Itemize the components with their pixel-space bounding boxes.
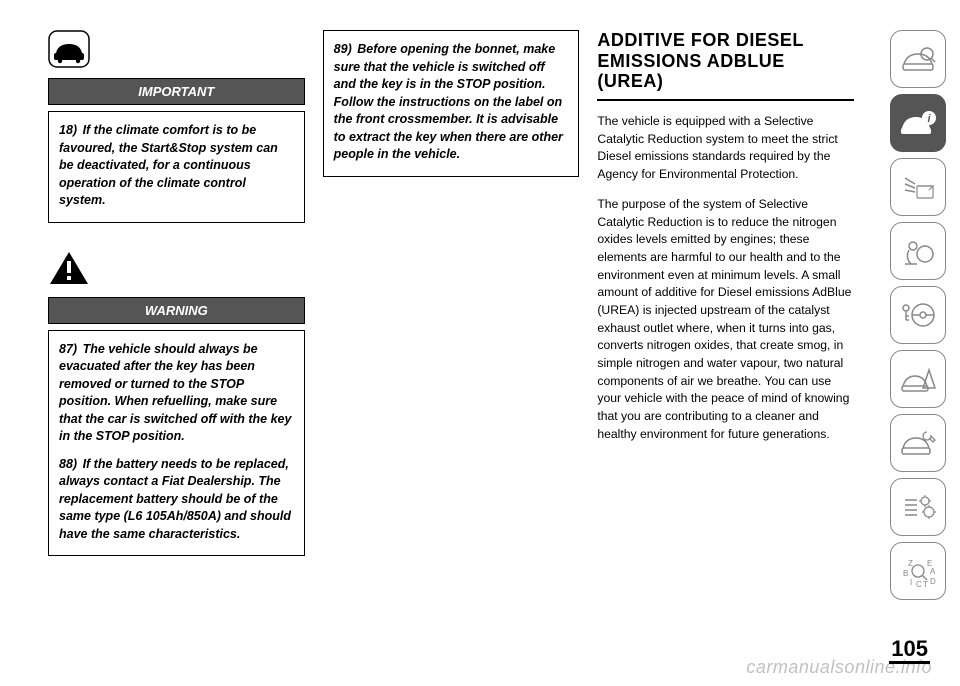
car-icon bbox=[48, 30, 90, 68]
section-body: The vehicle is equipped with a Selective… bbox=[597, 113, 854, 455]
svg-text:C: C bbox=[916, 580, 922, 588]
warning-box: 87) The vehicle should always be evacuat… bbox=[48, 330, 305, 557]
svg-text:D: D bbox=[930, 577, 936, 586]
tab-service-car[interactable] bbox=[890, 414, 946, 472]
section-tabs: i bbox=[890, 30, 946, 600]
section-heading: ADDITIVE FOR DIESEL EMISSIONS ADBLUE (UR… bbox=[597, 30, 854, 92]
svg-text:B: B bbox=[903, 569, 908, 578]
item-number: 88) bbox=[59, 457, 77, 471]
notice-box-89: 89) Before opening the bonnet, make sure… bbox=[323, 30, 580, 177]
important-banner: IMPORTANT bbox=[48, 78, 305, 105]
item-text: Before opening the bonnet, make sure tha… bbox=[334, 42, 563, 161]
section-heading-rule: ADDITIVE FOR DIESEL EMISSIONS ADBLUE (UR… bbox=[597, 30, 854, 101]
svg-text:T: T bbox=[923, 580, 928, 588]
important-box: 18) If the climate comfort is to be favo… bbox=[48, 111, 305, 223]
warning-icon bbox=[48, 249, 90, 287]
warning-item-88: 88) If the battery needs to be replaced,… bbox=[59, 456, 294, 544]
watermark: carmanualsonline.info bbox=[746, 657, 932, 678]
section-para-1: The vehicle is equipped with a Selective… bbox=[597, 113, 854, 184]
svg-text:Z: Z bbox=[908, 559, 913, 568]
item-text: The vehicle should always be evacuated a… bbox=[59, 342, 291, 444]
tab-hazard-car[interactable] bbox=[890, 350, 946, 408]
column-3: ADDITIVE FOR DIESEL EMISSIONS ADBLUE (UR… bbox=[597, 30, 854, 556]
warning-banner: WARNING bbox=[48, 297, 305, 324]
item-number: 18) bbox=[59, 123, 77, 137]
content-columns: IMPORTANT 18) If the climate comfort is … bbox=[0, 0, 880, 576]
tab-lights[interactable] bbox=[890, 158, 946, 216]
notice-item-89: 89) Before opening the bonnet, make sure… bbox=[334, 41, 569, 164]
tab-car-info[interactable]: i bbox=[890, 94, 946, 152]
item-number: 87) bbox=[59, 342, 77, 356]
tab-settings-list[interactable] bbox=[890, 478, 946, 536]
tab-search-car[interactable] bbox=[890, 30, 946, 88]
section-para-2: The purpose of the system of Selective C… bbox=[597, 196, 854, 444]
important-item-18: 18) If the climate comfort is to be favo… bbox=[59, 122, 294, 210]
item-text: If the climate comfort is to be favoured… bbox=[59, 123, 278, 207]
svg-text:A: A bbox=[930, 567, 936, 576]
warning-item-87: 87) The vehicle should always be evacuat… bbox=[59, 341, 294, 446]
column-2: 89) Before opening the bonnet, make sure… bbox=[323, 30, 580, 556]
tab-airbag[interactable] bbox=[890, 222, 946, 280]
column-1: IMPORTANT 18) If the climate comfort is … bbox=[48, 30, 305, 556]
tab-steering-key[interactable] bbox=[890, 286, 946, 344]
item-number: 89) bbox=[334, 42, 352, 56]
tab-alphabet-wheel[interactable]: Z E B A D I C T bbox=[890, 542, 946, 600]
manual-page: IMPORTANT 18) If the climate comfort is … bbox=[0, 0, 960, 686]
item-text: If the battery needs to be replaced, alw… bbox=[59, 457, 291, 541]
svg-text:I: I bbox=[910, 578, 912, 587]
